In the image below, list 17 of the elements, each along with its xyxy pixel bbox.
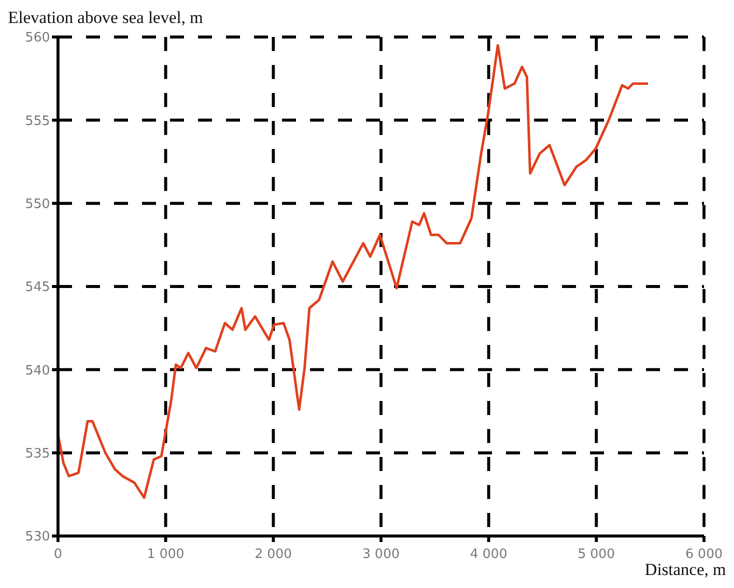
y-tick-label: 560 — [25, 30, 50, 46]
y-tick-label: 555 — [25, 114, 50, 129]
y-tick-label: 535 — [25, 446, 50, 462]
x-axis-title: Distance, m — [644, 560, 726, 580]
x-tick-label: 1 000 — [147, 547, 184, 562]
x-tick-label: 5 000 — [578, 547, 615, 562]
line-series — [58, 44, 650, 499]
y-tick-label: 545 — [25, 280, 50, 296]
x-tick-label: 0 — [54, 547, 62, 562]
x-tick-label: 2 000 — [254, 547, 292, 562]
x-tick-label: 3 000 — [362, 547, 400, 562]
y-tick-label: 550 — [25, 196, 50, 212]
x-tick-label: 6 000 — [685, 547, 723, 562]
y-tick-label: 530 — [25, 530, 50, 545]
y-axis-title: Elevation above sea level, m — [8, 8, 203, 28]
x-tick-label: 4 000 — [470, 547, 508, 562]
y-tick-label: 540 — [25, 363, 50, 378]
